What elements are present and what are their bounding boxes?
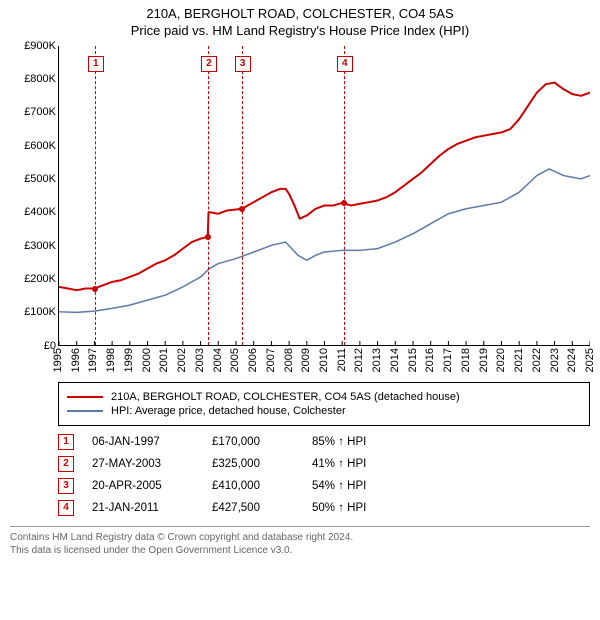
sale-line	[95, 46, 96, 345]
sale-point	[341, 200, 347, 206]
table-row: 2 27-MAY-2003£325,00041% ↑ HPI	[58, 456, 590, 472]
x-tick-label: 2009	[300, 348, 312, 372]
sale-index: 2	[58, 456, 74, 472]
x-tick-label: 1999	[123, 348, 135, 372]
footer-line2: This data is licensed under the Open Gov…	[10, 544, 590, 557]
x-tick-label: 2002	[176, 348, 188, 372]
x-tick-label: 2019	[478, 348, 490, 372]
sale-price: £170,000	[212, 436, 312, 448]
x-tick-label: 2011	[336, 348, 348, 372]
sale-marker: 4	[337, 56, 353, 72]
x-tick-label: 2008	[283, 348, 295, 372]
x-tick-label: 1998	[105, 348, 117, 372]
sale-pct: 54% ↑ HPI	[312, 480, 412, 492]
legend-label: HPI: Average price, detached house, Colc…	[111, 405, 346, 417]
x-tick-label: 2025	[584, 348, 596, 372]
x-tick-label: 2000	[141, 348, 153, 372]
sale-pct: 41% ↑ HPI	[312, 458, 412, 470]
sale-date: 20-APR-2005	[92, 480, 212, 492]
y-tick-label: £800K	[24, 73, 56, 85]
sale-index: 3	[58, 478, 74, 494]
sale-point	[92, 286, 98, 292]
sale-price: £325,000	[212, 458, 312, 470]
x-tick-label: 2022	[531, 348, 543, 372]
x-tick-label: 2023	[549, 348, 561, 372]
y-tick-label: £500K	[24, 173, 56, 185]
x-tick-label: 2006	[247, 348, 259, 372]
sale-marker: 3	[235, 56, 251, 72]
x-tick-label: 2016	[424, 348, 436, 372]
chart-area: £0£100K£200K£300K£400K£500K£600K£700K£80…	[10, 46, 590, 376]
series-line	[59, 169, 590, 313]
x-tick-label: 2017	[442, 348, 454, 372]
x-tick-label: 2014	[389, 348, 401, 372]
plot-region: 1 2 3 4	[58, 46, 590, 346]
sale-point	[239, 206, 245, 212]
sale-line	[344, 46, 345, 345]
y-tick-label: £700K	[24, 106, 56, 118]
x-tick-label: 1995	[52, 348, 64, 372]
x-tick-label: 2024	[566, 348, 578, 372]
sale-date: 27-MAY-2003	[92, 458, 212, 470]
sale-price: £427,500	[212, 502, 312, 514]
y-axis: £0£100K£200K£300K£400K£500K£600K£700K£80…	[10, 46, 58, 346]
x-tick-label: 2004	[212, 348, 224, 372]
x-axis: 1995199619971998199920002001200220032004…	[58, 346, 590, 376]
legend-item: HPI: Average price, detached house, Colc…	[67, 405, 581, 417]
x-tick-label: 2003	[194, 348, 206, 372]
sale-line	[242, 46, 243, 345]
x-tick-label: 2018	[460, 348, 472, 372]
title-line1: 210A, BERGHOLT ROAD, COLCHESTER, CO4 5AS	[0, 6, 600, 23]
sale-point	[205, 234, 211, 240]
legend-label: 210A, BERGHOLT ROAD, COLCHESTER, CO4 5AS…	[111, 391, 460, 403]
sales-table: 1 06-JAN-1997£170,00085% ↑ HPI 2 27-MAY-200…	[58, 434, 590, 516]
y-tick-label: £900K	[24, 40, 56, 52]
sale-pct: 50% ↑ HPI	[312, 502, 412, 514]
y-tick-label: £300K	[24, 240, 56, 252]
sale-marker: 1	[88, 56, 104, 72]
x-tick-label: 1996	[70, 348, 82, 372]
title-line2: Price paid vs. HM Land Registry's House …	[0, 23, 600, 40]
x-tick-label: 2015	[407, 348, 419, 372]
x-tick-label: 2001	[158, 348, 170, 372]
x-tick-label: 2005	[229, 348, 241, 372]
y-tick-label: £400K	[24, 206, 56, 218]
chart-title: 210A, BERGHOLT ROAD, COLCHESTER, CO4 5AS…	[0, 0, 600, 40]
table-row: 1 06-JAN-1997£170,00085% ↑ HPI	[58, 434, 590, 450]
x-tick-label: 1997	[87, 348, 99, 372]
x-tick-label: 2013	[371, 348, 383, 372]
y-tick-label: £600K	[24, 140, 56, 152]
sale-marker: 2	[201, 56, 217, 72]
sale-date: 06-JAN-1997	[92, 436, 212, 448]
legend: 210A, BERGHOLT ROAD, COLCHESTER, CO4 5AS…	[58, 382, 590, 426]
sale-pct: 85% ↑ HPI	[312, 436, 412, 448]
sale-index: 1	[58, 434, 74, 450]
y-tick-label: £100K	[24, 306, 56, 318]
sale-line	[208, 46, 209, 345]
series-line	[59, 82, 590, 290]
sale-date: 21-JAN-2011	[92, 502, 212, 514]
legend-swatch	[67, 396, 103, 398]
x-tick-label: 2021	[513, 348, 525, 372]
legend-swatch	[67, 410, 103, 412]
chart-svg	[59, 46, 590, 345]
sale-index: 4	[58, 500, 74, 516]
y-tick-label: £200K	[24, 273, 56, 285]
legend-item: 210A, BERGHOLT ROAD, COLCHESTER, CO4 5AS…	[67, 391, 581, 403]
x-tick-label: 2012	[353, 348, 365, 372]
x-tick-label: 2020	[495, 348, 507, 372]
x-tick-label: 2007	[265, 348, 277, 372]
sale-price: £410,000	[212, 480, 312, 492]
table-row: 3 20-APR-2005£410,00054% ↑ HPI	[58, 478, 590, 494]
table-row: 4 21-JAN-2011£427,50050% ↑ HPI	[58, 500, 590, 516]
x-tick-label: 2010	[318, 348, 330, 372]
footer-line1: Contains HM Land Registry data © Crown c…	[10, 531, 590, 544]
footer: Contains HM Land Registry data © Crown c…	[10, 526, 590, 557]
